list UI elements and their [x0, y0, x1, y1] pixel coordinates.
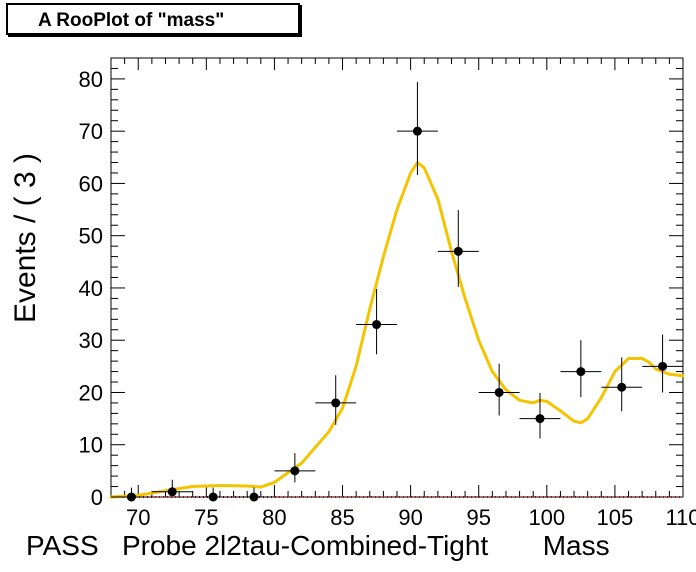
plot-frame — [110, 57, 684, 498]
x-tick-label: 105 — [597, 505, 634, 530]
data-point — [167, 487, 177, 497]
data-point — [535, 414, 545, 424]
plot-title-box: A RooPlot of "mass" — [6, 3, 300, 35]
x-tick-label: 85 — [330, 505, 354, 530]
data-point — [494, 387, 504, 397]
x-tick-label: 95 — [466, 505, 490, 530]
data-point — [208, 492, 218, 502]
data-point — [372, 320, 382, 330]
y-tick-label: 10 — [79, 433, 103, 458]
data-point — [412, 126, 422, 136]
data-point — [249, 492, 259, 502]
y-tick-label: 60 — [79, 171, 103, 196]
y-tick-label: 20 — [79, 380, 103, 405]
y-tick-label: 70 — [79, 119, 103, 144]
y-tick-label: 40 — [79, 276, 103, 301]
x-tick-label: 90 — [398, 505, 422, 530]
data-point — [617, 382, 627, 392]
data-point — [126, 492, 136, 502]
x-tick-label: 70 — [126, 505, 150, 530]
y-tick-label: 80 — [79, 67, 103, 92]
y-tick-label: 50 — [79, 224, 103, 249]
x-tick-label: 80 — [262, 505, 286, 530]
x-axis-label: PASS Probe 2l2tau-Combined-Tight Mass — [26, 530, 610, 561]
y-tick-label: 0 — [91, 485, 103, 510]
data-point — [290, 466, 300, 476]
y-axis-label: Events / ( 3 ) — [9, 152, 42, 324]
x-tick-label: 100 — [528, 505, 565, 530]
fit-curve — [109, 161, 685, 499]
data-point — [453, 246, 463, 256]
x-tick-label: 75 — [194, 505, 218, 530]
x-tick-label: 110 — [665, 505, 696, 530]
plot-title: A RooPlot of "mass" — [38, 10, 225, 31]
data-point — [658, 361, 668, 371]
data-point — [331, 398, 341, 408]
data-point — [576, 367, 586, 377]
y-tick-label: 30 — [79, 328, 103, 353]
